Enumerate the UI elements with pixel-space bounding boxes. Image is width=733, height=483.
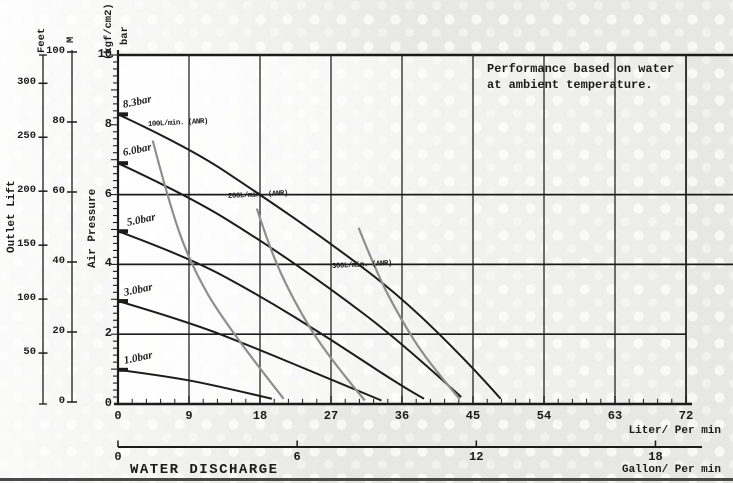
curve-6-0bar (117, 162, 462, 398)
curve-start-marker (118, 112, 128, 117)
curve-start-marker (118, 299, 128, 304)
gallon-axis-label: Gallon/ Per min (621, 464, 721, 476)
performance-note-line2: at ambient temperature. (487, 78, 653, 92)
bar-unit-label: bar (119, 26, 131, 45)
y-tick-label-4: 4 (104, 256, 112, 271)
feet-tick-label-300: 300 (17, 76, 36, 89)
x-tick-label-18: 18 (252, 409, 268, 423)
curve-8-3bar (117, 113, 502, 400)
performance-note: Performance based on water at ambient te… (487, 61, 674, 93)
m-tick-label-100: 100 (46, 45, 65, 57)
y-tick-label-10: 10 (97, 47, 112, 61)
curve-100l-min-anr- (151, 140, 285, 400)
m-tick-label-20: 20 (52, 325, 65, 337)
gallon-tick-label-0: 0 (114, 450, 122, 464)
feet-tick-label-250: 250 (17, 130, 36, 143)
liter-axis-label: Liter/ Per min (628, 425, 721, 437)
m-tick-label-60: 60 (52, 185, 65, 197)
feet-tick-label-200: 200 (17, 184, 36, 197)
curve-300l-min-anr- (357, 227, 461, 400)
y-tick-label-2: 2 (104, 326, 112, 341)
x-tick-label-45: 45 (465, 409, 481, 423)
m-unit-label: M (65, 36, 77, 43)
feet-tick-label-150: 150 (17, 238, 36, 251)
curve-5-0bar (117, 230, 425, 400)
y-tick-label-0: 0 (104, 396, 112, 410)
feet-tick-label-100: 100 (17, 292, 36, 305)
m-tick-label-40: 40 (52, 255, 65, 267)
x-tick-label-54: 54 (536, 409, 552, 423)
x-tick-label-36: 36 (394, 409, 410, 423)
y-tick-label-8: 8 (104, 116, 112, 131)
water-discharge-label: WATER DISCHARGE (130, 462, 279, 478)
performance-note-line1: Performance based on water (487, 62, 675, 76)
gallon-tick-label-18: 18 (648, 450, 663, 464)
m-tick-label-80: 80 (52, 115, 65, 127)
x-tick-label-0: 0 (114, 409, 122, 423)
curve-200l-min-anr- (255, 208, 366, 402)
curve-3-0bar (117, 300, 382, 402)
curve-1-0bar (117, 368, 273, 400)
y-tick-label-6: 6 (104, 186, 112, 201)
gallon-tick-label-12: 12 (469, 450, 484, 464)
feet-tick-label-50: 50 (23, 346, 36, 359)
curve-start-marker (118, 229, 128, 234)
m-tick-label-0: 0 (58, 395, 65, 407)
gallon-tick-label-6: 6 (293, 450, 301, 464)
x-tick-label-9: 9 (185, 409, 193, 423)
x-tick-label-72: 72 (678, 409, 694, 423)
curve-start-marker (118, 367, 128, 372)
curve-start-marker (118, 161, 128, 166)
x-tick-label-63: 63 (607, 409, 623, 423)
x-tick-label-27: 27 (323, 409, 339, 423)
image-bottom-border (0, 478, 733, 481)
